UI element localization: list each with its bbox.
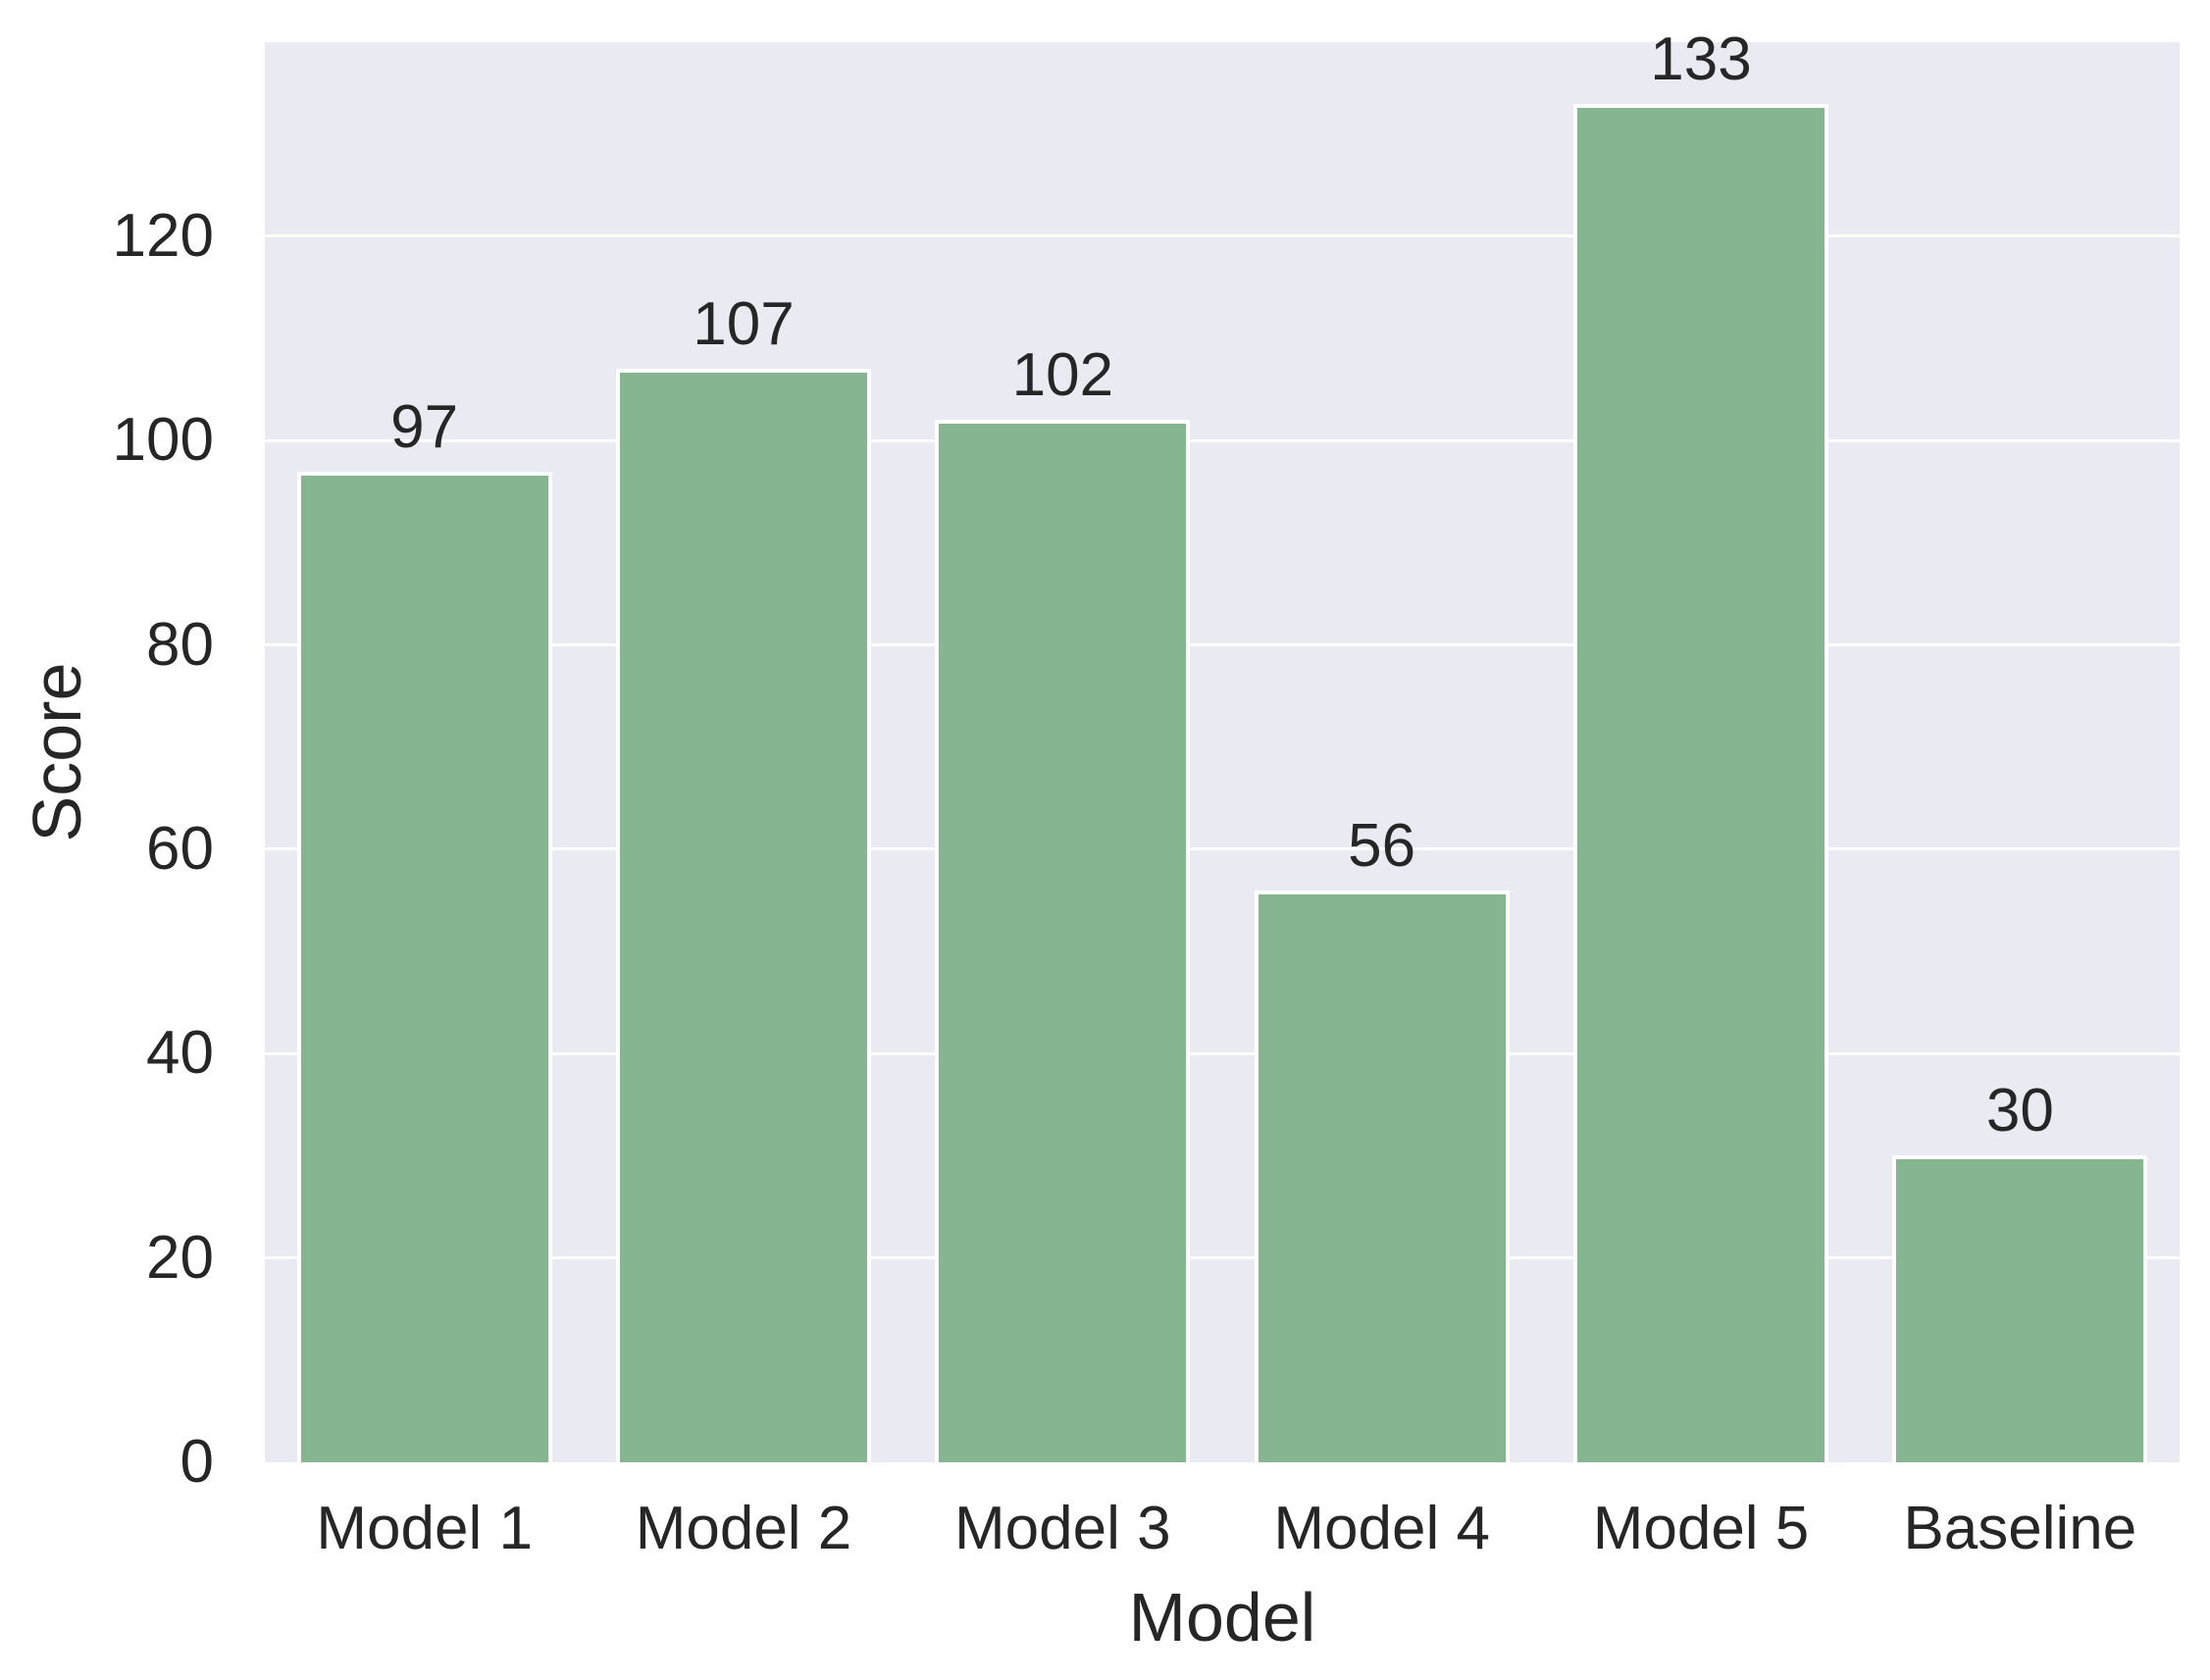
gridline [265,643,2180,647]
x-tick-label: Model 4 [1273,1495,1490,1562]
gridline [265,234,2180,238]
y-tick-label: 60 [146,814,214,883]
gridline [265,1256,2180,1260]
x-axis-ticks: Model 1 Model 2 Model 3 Model 4 Model 5 Basel… [265,1499,2180,1577]
bar-value-label: 102 [1011,341,1114,410]
plot-area: 97 107 102 56 133 30 [265,28,2180,1462]
bar-value-label: 133 [1650,25,1752,93]
bar-model-4 [1254,890,1510,1462]
x-tick-label: Model 2 [635,1495,852,1562]
y-axis-title: Score [19,662,95,842]
bar-baseline [1892,1155,2148,1462]
bar-value-label: 30 [1985,1077,2054,1145]
bar-model-1 [296,471,552,1462]
x-tick-label: Model 3 [954,1495,1171,1562]
bar-model-5 [1572,103,1829,1462]
x-tick-label: Baseline [1903,1495,2137,1562]
gridline [265,847,2180,851]
bar-value-label: 56 [1348,811,1416,880]
gridline [265,1051,2180,1055]
bar-value-label: 107 [693,290,795,359]
y-tick-label: 0 [180,1428,214,1496]
y-axis-ticks: 0 20 40 60 80 100 120 [0,0,228,1680]
bar-value-label: 97 [390,392,459,461]
y-tick-label: 80 [146,610,214,679]
gridline [265,438,2180,442]
y-tick-label: 40 [146,1019,214,1088]
x-tick-label: Model 1 [316,1495,533,1562]
x-axis-title: Model [1128,1579,1316,1655]
y-tick-label: 20 [146,1223,214,1292]
bar-model-3 [935,420,1191,1462]
x-tick-label: Model 5 [1592,1495,1810,1562]
y-tick-label: 120 [112,201,214,270]
y-tick-label: 100 [112,406,214,475]
bar-model-2 [615,369,872,1462]
